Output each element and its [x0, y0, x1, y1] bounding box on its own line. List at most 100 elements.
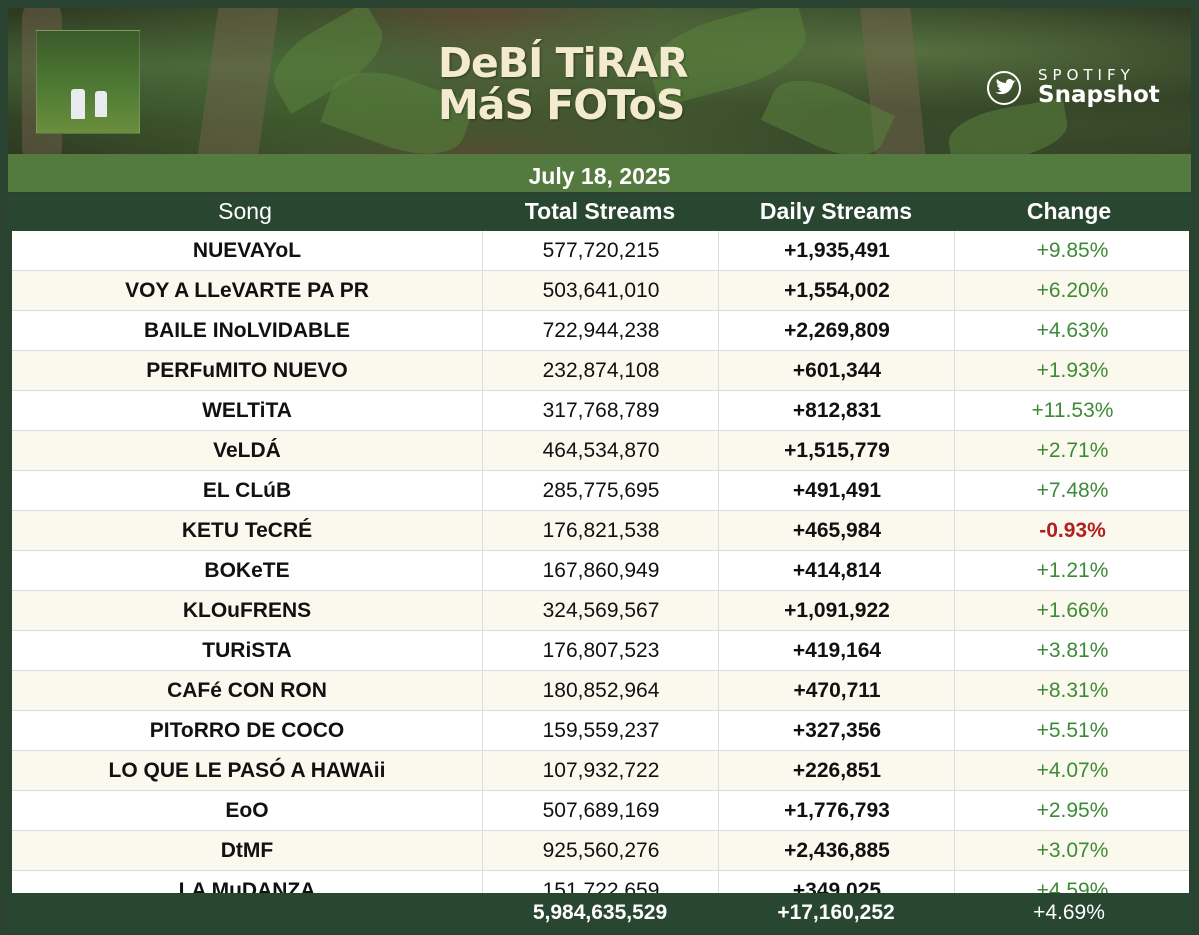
song-name: BAILE INoLVIDABLE — [143, 319, 351, 342]
total-streams: 167,860,949 — [482, 551, 719, 590]
daily-streams: +470,711 — [718, 671, 955, 710]
song-name: KETU TeCRÉ — [181, 519, 313, 542]
streams-table: NUEVAYoL 577,720,215 +1,935,491 +9.85% VOY A… — [12, 231, 1189, 911]
table-row: EoO 507,689,169 +1,776,793 +2.95% — [12, 791, 1189, 831]
daily-streams: +327,356 — [718, 711, 955, 750]
total-streams: 324,569,567 — [482, 591, 719, 630]
total-streams: 159,559,237 — [482, 711, 719, 750]
song-name: WELTiTA — [202, 399, 292, 422]
daily-streams: +491,491 — [718, 471, 955, 510]
table-row: VOY A LLeVARTE PA PR 503,641,010 +1,554,00… — [12, 271, 1189, 311]
album-banner: DeBÍ TiRAR MáS FOToS SPOTIFY Snapshot — [8, 8, 1191, 154]
total-streams-sum: 5,984,635,529 — [532, 901, 668, 924]
table-row: EL CLúB 285,775,695 +491,491 +7.48% — [12, 471, 1189, 511]
daily-streams: +1,091,922 — [718, 591, 955, 630]
change-percent: -0.93% — [954, 511, 1190, 550]
total-streams: 107,932,722 — [482, 751, 719, 790]
song-name: PERFuMITO NUEVO — [146, 359, 348, 382]
daily-streams: +601,344 — [718, 351, 955, 390]
change-percent: +2.95% — [954, 791, 1190, 830]
song-name: VOY A LLeVARTE PA PR — [125, 279, 369, 302]
daily-streams: +465,984 — [718, 511, 955, 550]
table-row: WELTiTA 317,768,789 +812,831 +11.53% — [12, 391, 1189, 431]
table-row: PIToRRO DE COCO 159,559,237 +327,356 +5.51% — [12, 711, 1189, 751]
daily-streams: +414,814 — [718, 551, 955, 590]
change-percent: +9.85% — [954, 231, 1190, 270]
change-percent: +3.81% — [954, 631, 1190, 670]
table-header: Song Total Streams Daily Streams Change — [8, 194, 1191, 231]
total-streams: 577,720,215 — [482, 231, 719, 270]
background-trunk — [195, 8, 281, 154]
total-streams: 232,874,108 — [482, 351, 719, 390]
total-streams: 285,775,695 — [482, 471, 719, 510]
album-cover-thumbnail — [36, 30, 140, 134]
album-title: DeBÍ TiRAR MáS FOToS — [438, 42, 778, 126]
daily-streams: +1,515,779 — [718, 431, 955, 470]
table-row: BOKeTE 167,860,949 +414,814 +1.21% — [12, 551, 1189, 591]
song-name: NUEVAYoL — [192, 239, 302, 262]
snapshot-date: July 18, 2025 — [8, 154, 1191, 192]
change-percent: +5.51% — [954, 711, 1190, 750]
change-percent: +6.20% — [954, 271, 1190, 310]
change-percent: +1.93% — [954, 351, 1190, 390]
table-row: KLOuFRENS 324,569,567 +1,091,922 +1.66% — [12, 591, 1189, 631]
change-percent: +4.63% — [954, 311, 1190, 350]
change-percent: +3.07% — [954, 831, 1190, 870]
change-percent: +1.66% — [954, 591, 1190, 630]
total-streams: 464,534,870 — [482, 431, 719, 470]
table-row: NUEVAYoL 577,720,215 +1,935,491 +9.85% — [12, 231, 1189, 271]
daily-streams: +812,831 — [718, 391, 955, 430]
song-name: LO QUE LE PASÓ A HAWAii — [108, 759, 386, 782]
column-header-song: Song — [218, 198, 272, 224]
column-header-total-streams: Total Streams — [524, 198, 676, 224]
total-streams: 176,807,523 — [482, 631, 719, 670]
total-streams: 176,821,538 — [482, 511, 719, 550]
daily-streams: +226,851 — [718, 751, 955, 790]
table-row: VeLDÁ 464,534,870 +1,515,779 +2.71% — [12, 431, 1189, 471]
song-name: BOKeTE — [204, 559, 290, 582]
change-percent: +8.31% — [954, 671, 1190, 710]
daily-streams: +1,935,491 — [718, 231, 955, 270]
table-row: DtMF 925,560,276 +2,436,885 +3.07% — [12, 831, 1189, 871]
twitter-bird-icon — [987, 71, 1021, 105]
song-name: EL CLúB — [202, 479, 292, 502]
table-row: LO QUE LE PASÓ A HAWAii 107,932,722 +226,8… — [12, 751, 1189, 791]
table-row: CAFé CON RON 180,852,964 +470,711 +8.31% — [12, 671, 1189, 711]
plastic-chair-icon — [71, 89, 85, 119]
change-percent: +4.07% — [954, 751, 1190, 790]
total-streams: 722,944,238 — [482, 311, 719, 350]
daily-streams: +2,269,809 — [718, 311, 955, 350]
brand-spotify: SPOTIFY — [1038, 66, 1135, 84]
album-title-line1: DeBÍ TiRAR — [438, 39, 689, 87]
change-percent: +2.71% — [954, 431, 1190, 470]
song-name: CAFé CON RON — [167, 679, 327, 702]
total-streams: 925,560,276 — [482, 831, 719, 870]
song-name: PIToRRO DE COCO — [149, 719, 345, 742]
table-totals-row: 5,984,635,529 +17,160,252 +4.69% — [8, 893, 1191, 933]
total-streams: 180,852,964 — [482, 671, 719, 710]
column-header-change: Change — [1026, 198, 1112, 224]
change-percent: +11.53% — [954, 391, 1190, 430]
total-streams: 503,641,010 — [482, 271, 719, 310]
table-row: BAILE INoLVIDABLE 722,944,238 +2,269,809 +4… — [12, 311, 1189, 351]
song-name: DtMF — [220, 839, 274, 862]
song-name: KLOuFRENS — [182, 599, 312, 622]
daily-streams: +419,164 — [718, 631, 955, 670]
table-row: PERFuMITO NUEVO 232,874,108 +601,344 +1.93% — [12, 351, 1189, 391]
album-title-line2: MáS FOToS — [438, 81, 685, 129]
daily-streams: +1,776,793 — [718, 791, 955, 830]
song-name: VeLDÁ — [213, 439, 281, 462]
column-header-daily-streams: Daily Streams — [759, 198, 913, 224]
total-streams: 317,768,789 — [482, 391, 719, 430]
table-row: TURiSTA 176,807,523 +419,164 +3.81% — [12, 631, 1189, 671]
plastic-chair-icon — [95, 91, 107, 117]
table-row: KETU TeCRÉ 176,821,538 +465,984 -0.93% — [12, 511, 1189, 551]
song-name: TURiSTA — [202, 639, 292, 662]
brand-snapshot: Snapshot — [1038, 82, 1160, 108]
change-percent: +7.48% — [954, 471, 1190, 510]
change-percent: +1.21% — [954, 551, 1190, 590]
daily-streams: +1,554,002 — [718, 271, 955, 310]
song-name: EoO — [225, 799, 269, 822]
daily-streams: +2,436,885 — [718, 831, 955, 870]
